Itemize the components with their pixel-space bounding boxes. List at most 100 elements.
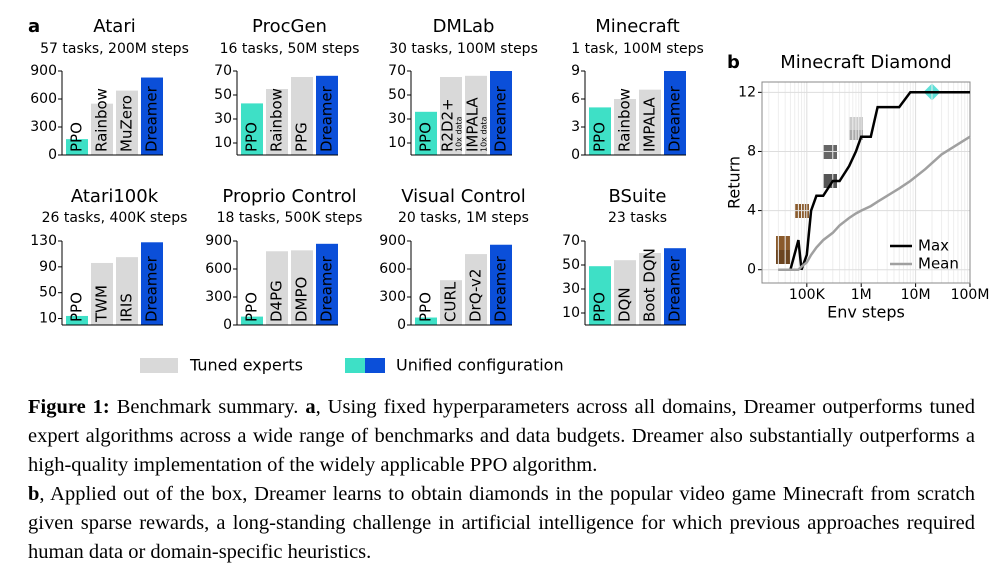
chart-title: Atari — [93, 16, 136, 37]
bar-label: PPO — [68, 122, 86, 152]
legend-label: Tuned experts — [189, 356, 303, 375]
bar-label: PPO — [68, 292, 86, 322]
bar-label: Dreamer — [492, 255, 510, 322]
chart-title: Minecraft Diamond — [780, 52, 951, 73]
y-axis-label: Return — [725, 156, 744, 209]
y-tick-label: 6 — [571, 91, 580, 107]
bar-label: Dreamer — [143, 255, 161, 322]
y-tick-label: 0 — [397, 317, 406, 333]
bar-label: PPO — [591, 122, 609, 152]
y-tick-label: 600 — [30, 91, 57, 107]
y-tick-label: 600 — [379, 261, 406, 277]
bar-label: TWM — [93, 285, 111, 323]
y-tick-label: 0 — [571, 147, 580, 163]
y-tick-label: 90 — [39, 259, 57, 275]
chart-subtitle: 30 tasks, 100M steps — [389, 41, 538, 57]
bar — [440, 280, 462, 325]
bar — [266, 89, 288, 155]
y-tick-label: 130 — [30, 233, 57, 249]
bar — [490, 244, 512, 325]
bar — [241, 316, 263, 325]
legend-label: Unified configuration — [396, 356, 564, 375]
y-tick-label: 900 — [30, 63, 57, 79]
bar — [316, 75, 338, 155]
bar-label: D4PG — [268, 280, 286, 322]
chart-subtitle: 57 tasks, 200M steps — [40, 41, 189, 57]
legend-swatch — [140, 358, 178, 373]
bar-label: CURL — [442, 281, 460, 322]
caption-label: Figure 1: — [28, 396, 110, 418]
legend-label: Mean — [918, 255, 959, 273]
bar — [490, 71, 512, 155]
bar-label: Dreamer — [318, 85, 336, 152]
plot-frame — [761, 81, 971, 284]
bar — [614, 260, 636, 325]
x-tick-label: 100K — [789, 287, 826, 303]
bar-label: DQN — [616, 287, 634, 322]
bar — [589, 107, 611, 155]
panel-label: a — [28, 16, 40, 37]
bar-label: PPG — [293, 122, 311, 152]
y-tick-label: 70 — [214, 63, 232, 79]
chart-subtitle: 20 tasks, 1M steps — [398, 210, 529, 226]
y-tick-label: 0 — [747, 262, 756, 278]
bar-label: IMPALA — [464, 97, 482, 152]
caption-text: , Using fixed hyperparameters across all… — [28, 396, 975, 476]
y-tick-label: 30 — [214, 111, 232, 127]
bar-label: PPO — [243, 122, 261, 152]
bar — [91, 103, 113, 155]
y-tick-label: 300 — [205, 289, 232, 305]
bar-label: Dreamer — [318, 255, 336, 322]
x-tick-label: 1M — [851, 287, 872, 303]
chart-subtitle: 18 tasks, 500K steps — [217, 210, 363, 226]
figure: a b Tuned experts Unified configuration … — [28, 16, 990, 375]
bar-label: PPO — [417, 292, 435, 322]
bar-label: Rainbow — [93, 88, 111, 152]
bar — [291, 250, 313, 325]
bar-label: PPO — [417, 122, 435, 152]
bar-label: IRIS — [118, 293, 136, 322]
bar-label: R2D2+ — [439, 98, 457, 152]
bar — [116, 90, 138, 155]
x-tick-label: 10M — [901, 287, 931, 303]
y-tick-label: 10 — [388, 135, 406, 151]
bar — [415, 111, 437, 155]
legend-label: Max — [918, 237, 949, 255]
bar — [116, 257, 138, 325]
y-tick-label: 30 — [388, 111, 406, 127]
chart-subtitle: 16 tasks, 50M steps — [220, 41, 360, 57]
legend-swatch — [365, 358, 385, 373]
caption-text: , Applied out of the box, Dreamer learns… — [28, 483, 975, 563]
y-tick-label: 9 — [571, 63, 580, 79]
bar — [440, 77, 462, 155]
y-tick-label: 12 — [738, 84, 756, 100]
caption-paragraph: Figure 1: Benchmark summary. a, Using fi… — [28, 393, 975, 480]
chart-title: Atari100k — [71, 186, 159, 207]
bar — [266, 251, 288, 325]
y-tick-label: 50 — [388, 87, 406, 103]
bar — [664, 248, 686, 325]
chart-title: DMLab — [433, 16, 495, 37]
bar-label: MuZero — [118, 95, 136, 152]
bar — [639, 89, 661, 155]
caption: Figure 1: Benchmark summary. a, Using fi… — [28, 393, 975, 567]
bar — [465, 254, 487, 325]
bar — [639, 253, 661, 325]
bar — [664, 71, 686, 155]
bar-label: Dreamer — [666, 85, 684, 152]
y-tick-label: 300 — [379, 289, 406, 305]
chart-subtitle: 1 task, 100M steps — [571, 41, 704, 57]
y-tick-label: 10 — [39, 311, 57, 327]
bar-label: PPO — [591, 292, 609, 322]
y-tick-label: 70 — [562, 233, 580, 249]
x-tick-label: 100M — [951, 287, 990, 303]
y-tick-label: 0 — [223, 317, 232, 333]
chart-title: Visual Control — [401, 186, 526, 207]
caption-title: Benchmark summary. — [116, 396, 299, 418]
bar — [66, 315, 88, 325]
x-axis-label: Env steps — [827, 303, 905, 322]
bar — [465, 75, 487, 155]
chart-title: BSuite — [609, 186, 667, 207]
bar-note: 10x data — [480, 116, 489, 152]
